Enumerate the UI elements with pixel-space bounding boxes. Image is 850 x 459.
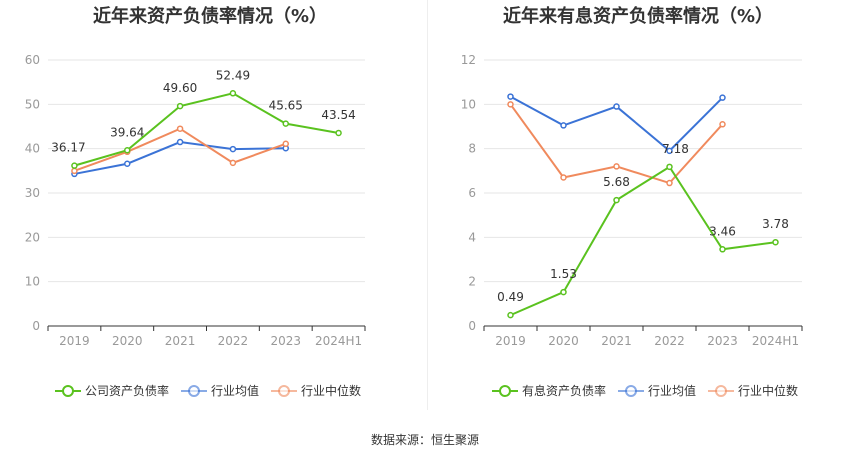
series-line	[74, 92, 339, 167]
legend-item[interactable]: 行业中位数	[271, 382, 361, 399]
x-tick-label: 2020	[112, 334, 143, 348]
y-tick-label: 4	[468, 230, 476, 244]
data-point	[719, 94, 726, 101]
data-point	[229, 145, 237, 153]
data-label: 39.64	[110, 125, 144, 139]
legend-item[interactable]: 公司资产负债率	[55, 382, 169, 399]
x-tick-label: 2023	[270, 334, 301, 348]
legend-label: 行业中位数	[301, 384, 362, 398]
x-tick-label: 2024H1	[752, 334, 799, 348]
data-point	[176, 102, 184, 110]
data-point	[507, 101, 514, 108]
series-line	[74, 140, 286, 175]
legend-item[interactable]: 行业均值	[618, 382, 696, 399]
data-point	[124, 160, 131, 167]
y-tick-label: 12	[461, 53, 476, 67]
data-point	[613, 196, 620, 204]
legend-swatch	[181, 384, 208, 398]
series-line	[509, 103, 724, 185]
data-point	[229, 159, 237, 167]
data-label: 52.49	[216, 68, 250, 82]
legend-item[interactable]: 有息资产负债率	[492, 382, 606, 399]
y-tick-label: 30	[25, 186, 40, 200]
data-point	[719, 246, 726, 253]
y-tick-label: 0	[32, 319, 40, 333]
y-tick-label: 0	[468, 319, 476, 333]
data-label: 49.60	[163, 81, 197, 95]
x-tick-label: 2019	[59, 334, 90, 348]
y-tick-label: 10	[25, 275, 40, 289]
y-tick-label: 10	[461, 97, 476, 111]
data-label: 0.49	[497, 290, 524, 304]
y-tick-label: 2	[468, 275, 476, 289]
data-label: 1.53	[550, 267, 577, 281]
data-point	[666, 147, 673, 155]
data-point	[507, 311, 514, 319]
data-point	[282, 140, 289, 148]
y-tick-label: 50	[25, 97, 40, 111]
series-line	[74, 127, 287, 172]
data-label: 7.18	[662, 142, 689, 156]
left-chart-title: 近年来资产负债率情况（%）	[92, 6, 328, 27]
right-chart-title: 近年来有息资产负债率情况（%）	[502, 6, 774, 27]
legend-item[interactable]: 行业均值	[181, 382, 259, 399]
legend-swatch	[55, 384, 81, 398]
x-tick-label: 2024H1	[315, 334, 362, 348]
data-point	[176, 125, 184, 132]
data-point	[507, 93, 514, 100]
data-label: 43.54	[321, 108, 355, 122]
legend-swatch	[271, 384, 298, 398]
data-point	[560, 288, 567, 296]
x-tick-label: 2021	[601, 334, 632, 348]
data-point	[613, 103, 620, 110]
y-tick-label: 6	[468, 186, 476, 200]
chart-divider	[427, 0, 428, 410]
y-tick-label: 60	[25, 53, 40, 67]
data-point	[666, 163, 673, 171]
x-tick-label: 2020	[548, 334, 579, 348]
data-label: 3.78	[762, 217, 789, 231]
legend-swatch	[618, 384, 645, 398]
series-line	[510, 165, 776, 317]
legend-swatch	[708, 384, 735, 398]
data-point	[71, 162, 78, 169]
data-point	[772, 238, 779, 246]
y-tick-label: 8	[468, 142, 476, 156]
left-legend: 公司资产负债率 行业均值 行业中位数	[55, 382, 373, 399]
legend-swatch	[492, 384, 518, 398]
data-point	[666, 179, 673, 187]
data-point	[282, 120, 289, 127]
data-point	[719, 121, 726, 128]
x-tick-label: 2023	[707, 334, 738, 348]
legend-label: 行业均值	[648, 384, 697, 398]
data-point	[71, 167, 78, 175]
data-point	[560, 122, 567, 129]
legend-item[interactable]: 行业中位数	[708, 382, 798, 399]
y-tick-label: 20	[25, 230, 40, 244]
y-tick-label: 40	[25, 142, 40, 156]
right-legend: 有息资产负债率 行业均值 行业中位数	[492, 382, 810, 399]
data-point	[335, 129, 342, 137]
x-tick-label: 2022	[654, 334, 685, 348]
legend-label: 公司资产负债率	[85, 384, 170, 398]
data-point	[229, 90, 237, 97]
data-label: 3.46	[709, 224, 736, 238]
x-tick-label: 2021	[165, 334, 196, 348]
legend-label: 行业中位数	[738, 384, 799, 398]
data-point	[560, 174, 567, 181]
data-point	[176, 138, 184, 146]
x-tick-label: 2019	[495, 334, 526, 348]
legend-label: 有息资产负债率	[522, 384, 607, 398]
data-point	[124, 147, 131, 154]
data-label: 5.68	[603, 175, 630, 189]
data-point	[613, 163, 620, 170]
data-source-note: 数据来源：恒生聚源	[370, 433, 479, 447]
data-label: 45.65	[269, 99, 303, 113]
data-label: 36.17	[51, 141, 85, 155]
x-tick-label: 2022	[218, 334, 249, 348]
legend-label: 行业均值	[211, 384, 260, 398]
